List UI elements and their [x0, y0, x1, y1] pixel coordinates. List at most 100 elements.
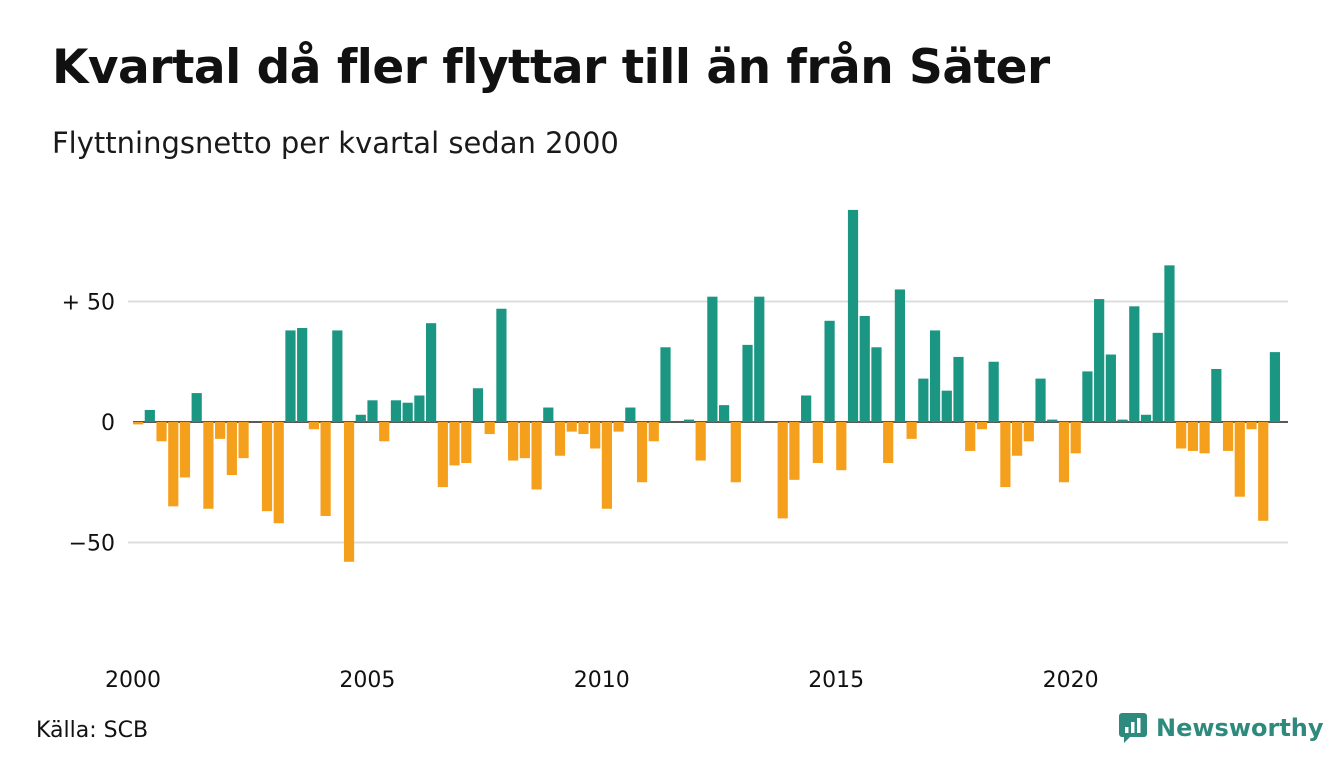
chart-subtitle: Flyttningsnetto per kvartal sedan 2000: [52, 126, 619, 160]
bar-negative: [906, 422, 917, 439]
bar-negative: [261, 422, 273, 512]
bar-negative: [590, 422, 601, 449]
bar-positive: [754, 296, 765, 422]
bar-positive: [988, 361, 999, 422]
bar-positive: [683, 419, 695, 422]
bar-negative: [215, 422, 226, 439]
bar-positive: [929, 330, 941, 422]
bar-positive: [1211, 368, 1222, 422]
newsworthy-logo-icon: [1119, 713, 1147, 743]
bar-negative: [883, 422, 894, 463]
bar-positive: [426, 323, 437, 422]
bar-negative: [601, 422, 612, 509]
x-tick-label: 2005: [339, 668, 395, 693]
bar-positive: [625, 407, 636, 422]
bar-positive: [1047, 419, 1058, 422]
bar-positive: [1082, 371, 1093, 422]
bar-negative: [578, 422, 589, 435]
bar-negative: [1234, 422, 1245, 497]
bar-positive: [871, 347, 882, 422]
bar-negative: [226, 422, 237, 476]
bar-positive: [332, 330, 343, 422]
bar-negative: [777, 422, 788, 519]
bar-positive: [297, 328, 308, 422]
bar-negative: [461, 422, 472, 463]
bar-negative: [484, 422, 495, 435]
bar-negative: [976, 422, 988, 430]
bar-negative: [156, 422, 167, 442]
bar-positive: [859, 315, 870, 422]
bar-positive: [918, 378, 929, 422]
bar-positive: [953, 356, 964, 422]
bar-negative: [320, 422, 331, 516]
bar-negative: [1012, 422, 1023, 456]
bar-negative: [508, 422, 519, 461]
bar-positive: [1140, 414, 1152, 422]
bar-negative: [648, 422, 659, 442]
bar-positive: [1117, 419, 1128, 422]
brand-logo[interactable]: Newsworthy: [1118, 712, 1324, 744]
bar-negative: [1187, 422, 1198, 451]
bar-positive: [824, 320, 835, 422]
bar-negative: [1000, 422, 1011, 488]
x-tick-label: 2010: [574, 668, 630, 693]
bar-negative: [1070, 422, 1081, 454]
bar-negative: [812, 422, 823, 463]
bar-negative: [168, 422, 179, 507]
y-tick-label: −50: [69, 532, 115, 557]
x-axis-labels: 2000 2005 2010 2015 2020: [105, 668, 1099, 693]
bar-positive: [894, 289, 905, 422]
bar-positive: [543, 407, 554, 422]
bar-positive: [801, 395, 812, 422]
source-note: Källa: SCB: [36, 718, 149, 743]
bar-negative: [566, 422, 577, 432]
x-tick-label: 2015: [808, 668, 864, 693]
bar-negative: [554, 422, 566, 456]
bar-negative: [789, 422, 800, 480]
bar-positive: [496, 308, 507, 422]
bar-positive: [707, 296, 718, 422]
bar-positive: [660, 347, 671, 422]
bar-negative: [203, 422, 214, 509]
bar-positive: [941, 390, 952, 422]
bar-positive: [1129, 306, 1140, 422]
brand-name: Newsworthy: [1156, 714, 1324, 742]
bar-positive: [1152, 332, 1163, 422]
bar-positive: [414, 395, 425, 422]
bar-positive: [472, 388, 484, 422]
bar-negative: [1023, 422, 1034, 442]
bar-positive: [1269, 352, 1281, 422]
bar-negative: [449, 422, 460, 466]
bar-positive: [1035, 378, 1046, 422]
x-tick-label: 2000: [105, 668, 161, 693]
bar-negative: [437, 422, 448, 488]
bar-negative: [695, 422, 706, 461]
chart-title: Kvartal då fler flyttar till än från Sät…: [52, 40, 1050, 95]
bar-positive: [390, 400, 402, 422]
bar-negative: [1246, 422, 1257, 430]
bar-positive: [742, 344, 753, 422]
bar-positive: [1094, 299, 1105, 422]
bar-negative: [379, 422, 390, 442]
bar-negative: [179, 422, 191, 478]
bar-negative: [133, 422, 144, 425]
bar-negative: [1176, 422, 1187, 449]
bar-negative: [836, 422, 847, 471]
bar-positive: [367, 400, 378, 422]
bar-negative: [1058, 422, 1070, 483]
y-axis-labels: + 50 0 −50: [62, 291, 115, 557]
bar-negative: [519, 422, 530, 459]
bar-negative: [1199, 422, 1210, 454]
bar-negative: [636, 422, 648, 483]
bars: [133, 209, 1281, 562]
bar-positive: [847, 209, 859, 422]
bar-negative: [273, 422, 284, 524]
bar-positive: [285, 330, 296, 422]
bar-negative: [965, 422, 976, 451]
x-tick-label: 2020: [1043, 668, 1099, 693]
y-tick-label: + 50: [62, 291, 115, 316]
bar-positive: [191, 393, 202, 422]
bar-negative: [531, 422, 542, 490]
bar-negative: [308, 422, 319, 430]
